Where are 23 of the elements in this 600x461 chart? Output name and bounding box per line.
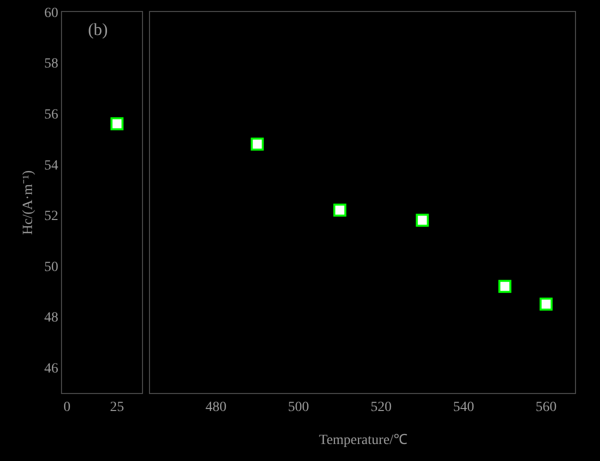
y-tick-label: 46 <box>44 362 58 376</box>
annotation: (b) <box>88 20 108 39</box>
x-tick-label: 25 <box>110 400 124 415</box>
x-tick-label: 520 <box>370 400 392 415</box>
point <box>416 214 429 227</box>
point <box>333 204 346 217</box>
x-tick-label: 560 <box>536 400 557 415</box>
x-tick-label: 480 <box>206 400 227 415</box>
y-tick-label: 60 <box>44 6 58 21</box>
point <box>498 280 512 293</box>
y-tick-label: 54 <box>44 158 58 174</box>
y-tick-label: 58 <box>44 56 58 72</box>
x-tick-label: 500 <box>288 400 310 415</box>
y-tick-label: 50 <box>44 260 58 275</box>
point <box>540 298 553 311</box>
y-tick-label: 52 <box>44 209 58 224</box>
x-tick-label: 0 <box>64 400 70 415</box>
y-axis-title: Hc/(A·m⁻¹) <box>20 170 36 235</box>
x-axis-title: Temperature/℃ <box>319 433 408 448</box>
x-tick-label: 540 <box>453 400 474 415</box>
y-tick-label: 48 <box>44 310 58 326</box>
y-tick-label: 56 <box>44 108 58 122</box>
point <box>250 138 264 151</box>
